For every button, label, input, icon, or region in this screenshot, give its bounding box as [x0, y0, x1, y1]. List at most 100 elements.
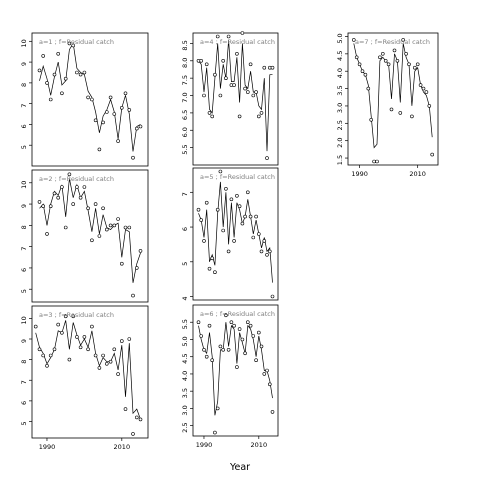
data-point — [123, 91, 128, 96]
data-point — [248, 214, 253, 219]
data-point — [202, 239, 206, 243]
data-point — [202, 347, 206, 352]
data-point — [105, 110, 109, 114]
data-point — [120, 339, 124, 343]
data-point — [45, 81, 49, 85]
data-point — [207, 323, 212, 328]
data-point — [375, 159, 379, 164]
y-tick-label: 5.5 — [181, 144, 189, 154]
data-point — [412, 65, 417, 70]
data-point — [226, 34, 231, 39]
data-point — [207, 111, 212, 115]
data-point — [226, 249, 231, 254]
data-point — [97, 234, 102, 238]
panels-group: 5 6 7 8 9 10 a=1 ; f=Residual catch 5 6 7 8 9 10 a=2 … — [20, 31, 439, 451]
y-tick-label: 7.5 — [181, 75, 189, 85]
data-point — [52, 347, 57, 352]
data-point — [37, 68, 42, 73]
panel-title: a=5 ; f=Residual catch — [200, 173, 275, 181]
data-point — [237, 327, 242, 331]
data-point — [123, 407, 128, 411]
data-point — [235, 365, 239, 369]
panel-frame — [31, 32, 149, 167]
data-point — [259, 249, 264, 254]
data-point — [204, 200, 209, 205]
fitted-line — [35, 320, 141, 420]
data-point — [246, 190, 250, 195]
y-tick-label: 8.5 — [181, 40, 189, 50]
data-point — [196, 207, 201, 212]
data-point — [93, 118, 98, 123]
data-point — [52, 191, 57, 196]
y-tick-label: 5.5 — [181, 319, 189, 329]
y-tick-label: 4.5 — [181, 354, 189, 364]
data-point — [123, 225, 128, 230]
data-point — [389, 107, 394, 112]
data-point — [224, 187, 228, 191]
data-point — [71, 43, 75, 48]
data-point — [71, 202, 75, 206]
data-point — [108, 95, 113, 100]
data-point — [407, 62, 411, 67]
data-point — [256, 232, 261, 236]
data-point — [112, 347, 117, 352]
panel-title: a=1 ; f=Residual catch — [39, 38, 114, 46]
panel-title: a=6 ; f=Residual catch — [200, 310, 275, 318]
data-point — [63, 225, 68, 230]
panel-title: a=4 ; f=Residual catch — [200, 38, 275, 46]
data-point — [224, 76, 228, 80]
y-tick-label: 3.0 — [336, 103, 344, 113]
x-axis-label: Year — [229, 462, 250, 473]
data-point — [240, 31, 245, 35]
data-point — [86, 347, 90, 352]
data-point — [101, 120, 105, 125]
data-point — [243, 214, 247, 219]
data-point — [221, 228, 225, 233]
data-point — [207, 266, 212, 271]
data-point — [251, 93, 256, 98]
y-tick-label: 8 — [20, 225, 28, 229]
data-point — [86, 206, 90, 211]
data-point — [60, 185, 64, 189]
data-point — [210, 256, 214, 261]
panel-a-6: 2.5 3.0 3.5 4.0 4.5 5.0 5.5 1990 2010 a=6 ; f=Res… — [181, 304, 279, 449]
y-tick-label: 7 — [20, 104, 28, 108]
y-tick-label: 5.0 — [336, 33, 344, 43]
y-tick-label: 9 — [20, 62, 28, 66]
data-point — [424, 90, 429, 94]
data-point — [82, 185, 87, 189]
y-tick-label: 2.0 — [336, 138, 344, 148]
y-tick-label: 10 — [20, 39, 28, 47]
data-point — [392, 48, 397, 53]
data-point — [138, 124, 143, 129]
data-point — [262, 65, 267, 70]
data-point — [131, 155, 135, 160]
data-point — [410, 114, 414, 119]
y-tick-label: 4 — [181, 296, 189, 300]
y-tick-label: 5 — [20, 145, 28, 149]
y-tick-label: 5 — [20, 289, 28, 293]
data-point — [93, 202, 98, 206]
fitted-line — [39, 178, 141, 283]
y-tick-label: 6.0 — [181, 127, 189, 137]
data-point — [63, 314, 68, 319]
data-point — [86, 95, 90, 100]
data-point — [48, 204, 53, 208]
data-point — [254, 214, 258, 219]
data-point — [56, 51, 61, 56]
data-point — [232, 239, 236, 243]
data-point — [97, 147, 102, 152]
data-point — [215, 34, 220, 39]
fitted-line — [198, 39, 273, 152]
data-point — [78, 195, 83, 200]
panel-frame — [192, 167, 279, 301]
data-point — [138, 249, 143, 253]
data-point — [401, 38, 406, 42]
data-point — [45, 363, 49, 368]
data-point — [256, 114, 261, 119]
data-point — [248, 323, 253, 328]
data-point — [37, 347, 42, 352]
data-point — [398, 111, 403, 115]
data-point — [131, 432, 135, 436]
